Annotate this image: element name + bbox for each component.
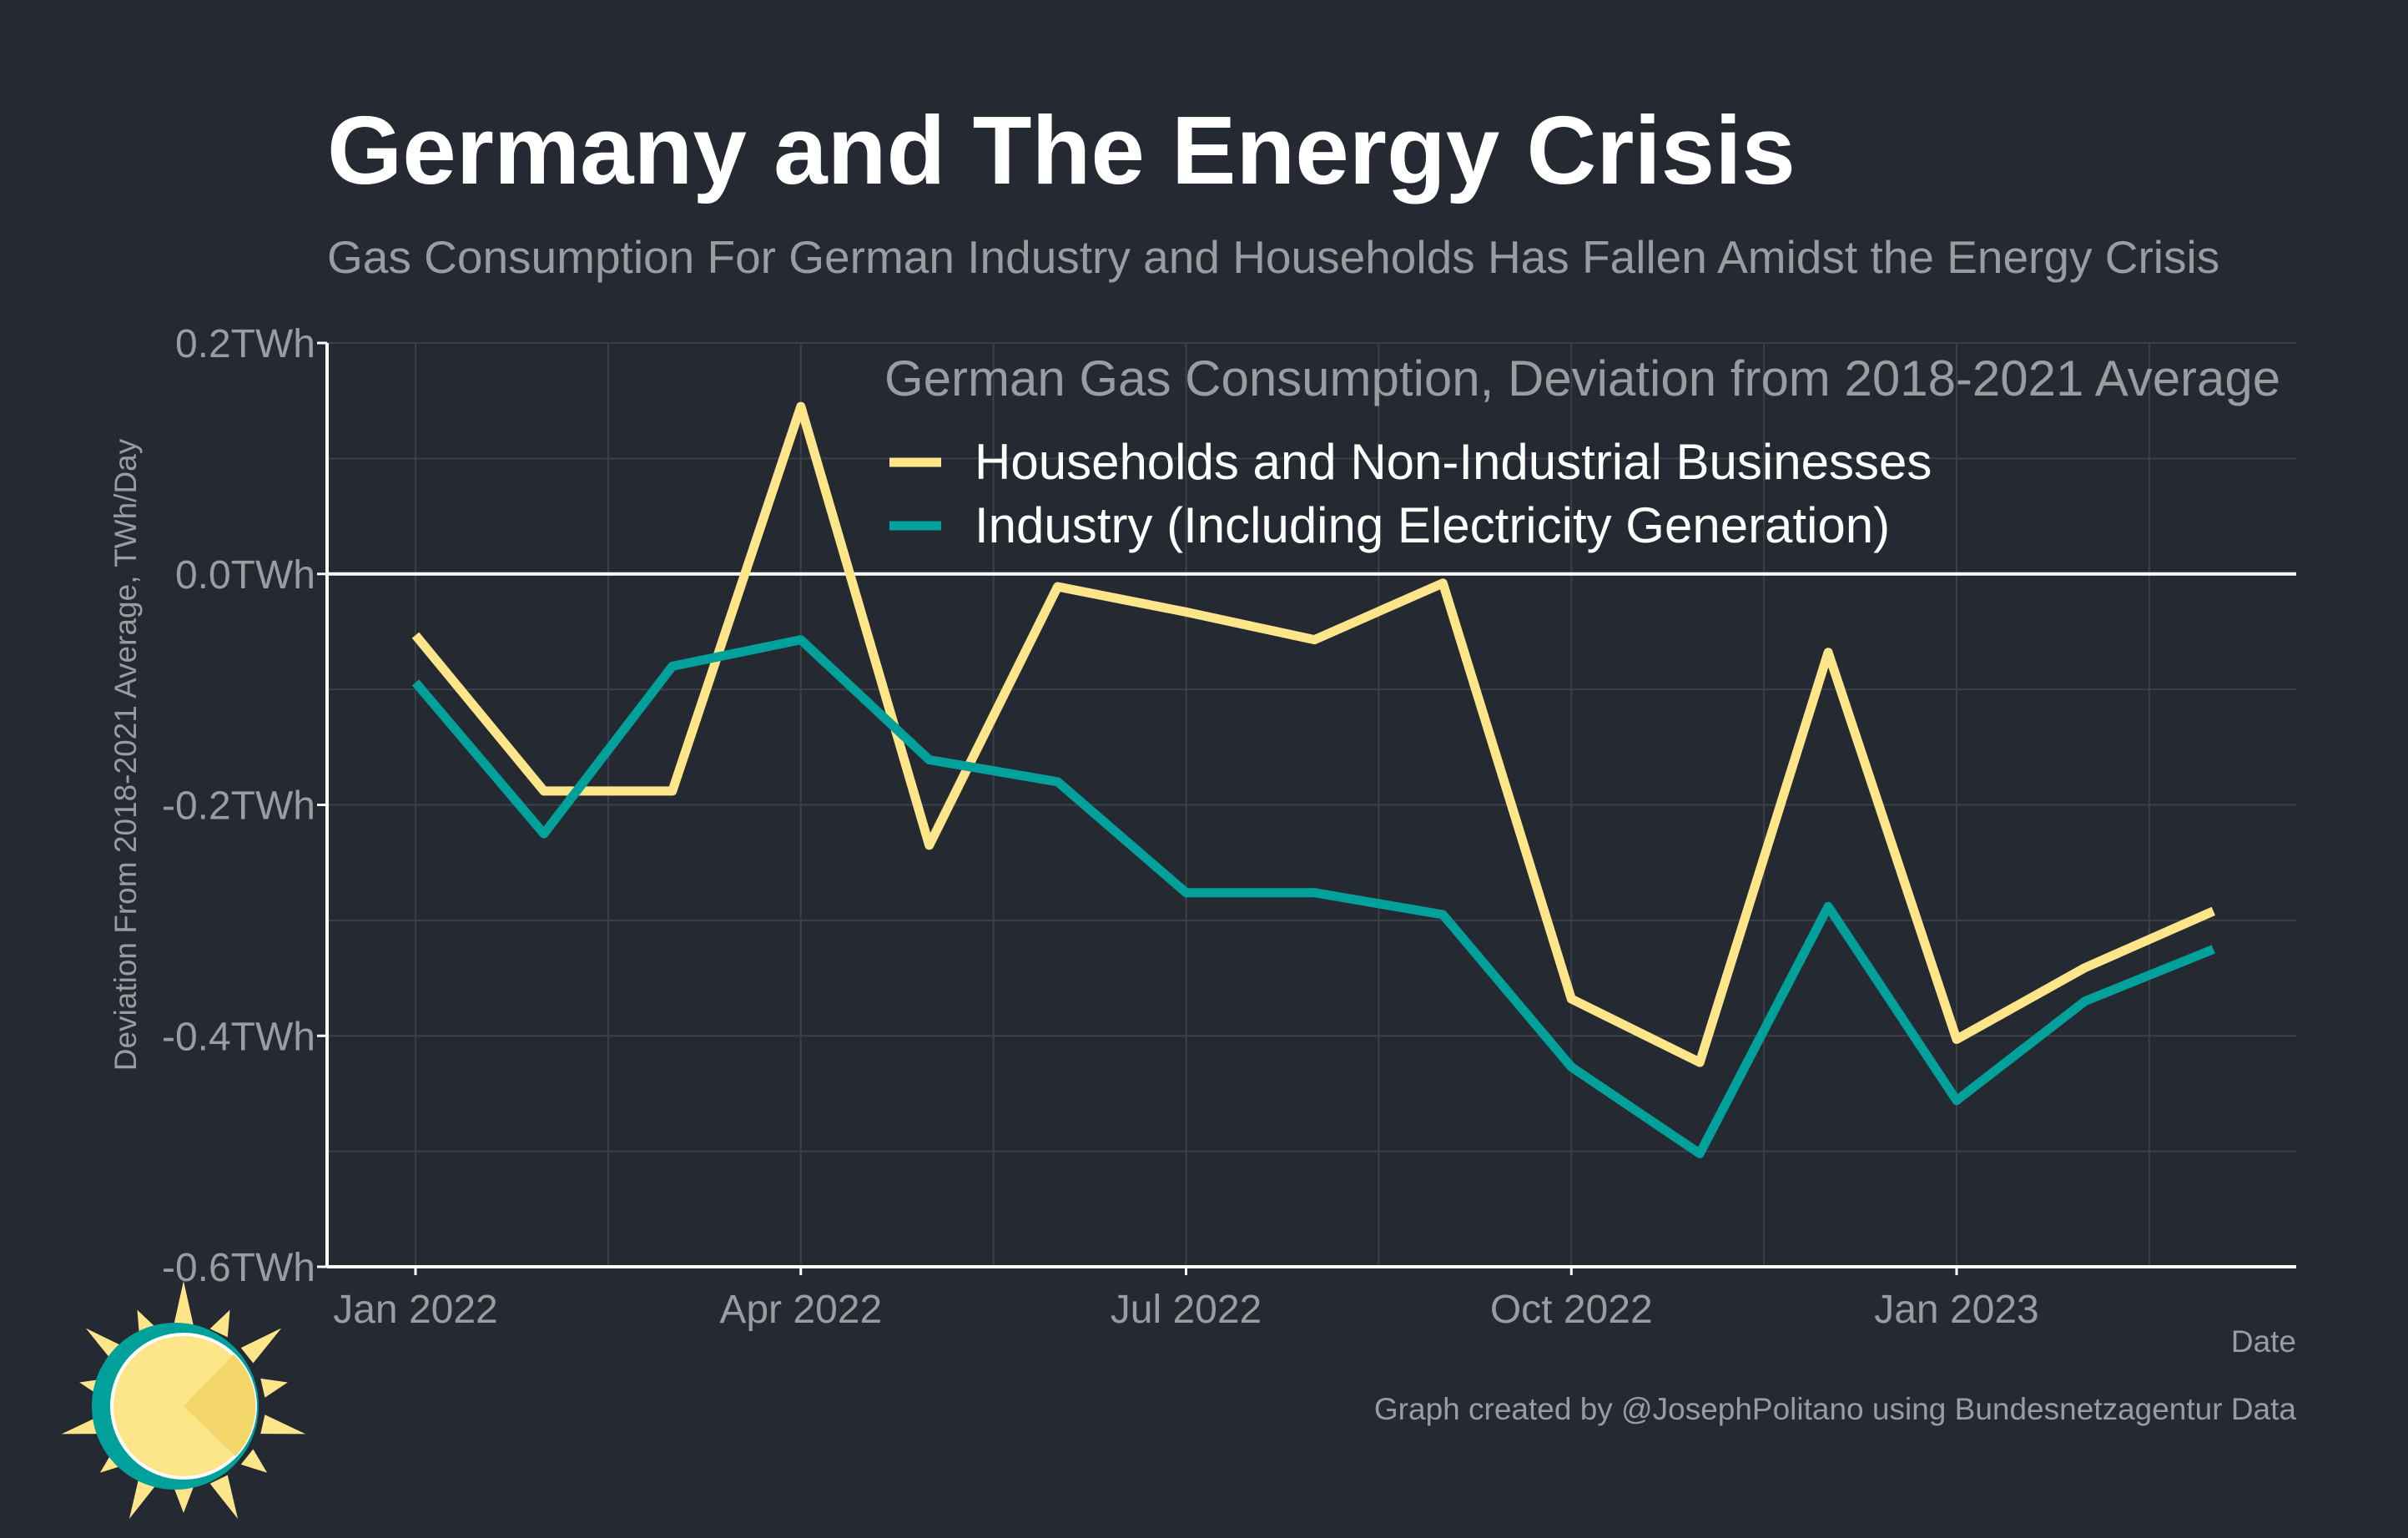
grid-lines (327, 342, 2296, 1268)
y-tick-label: 0.0TWh (175, 553, 315, 598)
chart-subtitle: Gas Consumption For German Industry and … (327, 231, 2219, 283)
sun-logo-icon (61, 1281, 306, 1520)
x-axis-ticks: Jan 2022 Apr 2022 Jul 2022 Oct 2022 Jan 2023 (333, 1267, 2039, 1332)
y-tick-label: 0.2TWh (175, 322, 315, 366)
x-tick-label: Jan 2023 (1874, 1288, 2039, 1332)
sun-shade (184, 1354, 256, 1456)
x-tick-label: Jul 2022 (1111, 1288, 1262, 1332)
legend-label-households: Households and Non-Industrial Businesses (975, 434, 1932, 490)
x-tick-label: Jan 2022 (333, 1288, 498, 1332)
y-tick-label: -0.6TWh (162, 1246, 315, 1290)
series-layer (411, 401, 2216, 1158)
chart-caption: Graph created by @JosephPolitano using B… (1374, 1392, 2297, 1426)
series-line-industry (411, 635, 2215, 1158)
series-line-households (411, 401, 2216, 1067)
y-axis-label: Deviation From 2018-2021 Average, TWh/Da… (108, 438, 143, 1071)
y-tick-label: -0.4TWh (162, 1015, 315, 1059)
y-tick-label: -0.2TWh (162, 784, 315, 829)
y-axis-ticks: -0.6TWh -0.4TWh -0.2TWh 0.0TWh 0.2TWh (162, 322, 327, 1290)
legend-label-industry: Industry (Including Electricity Generati… (975, 497, 1890, 553)
x-tick-label: Oct 2022 (1490, 1288, 1653, 1332)
chart-title: Germany and The Energy Crisis (327, 96, 1796, 204)
legend-title: German Gas Consumption, Deviation from 2… (884, 350, 2280, 406)
legend: German Gas Consumption, Deviation from 2… (884, 350, 2280, 553)
x-tick-label: Apr 2022 (719, 1288, 882, 1332)
x-axis-label: Date (2231, 1324, 2296, 1359)
